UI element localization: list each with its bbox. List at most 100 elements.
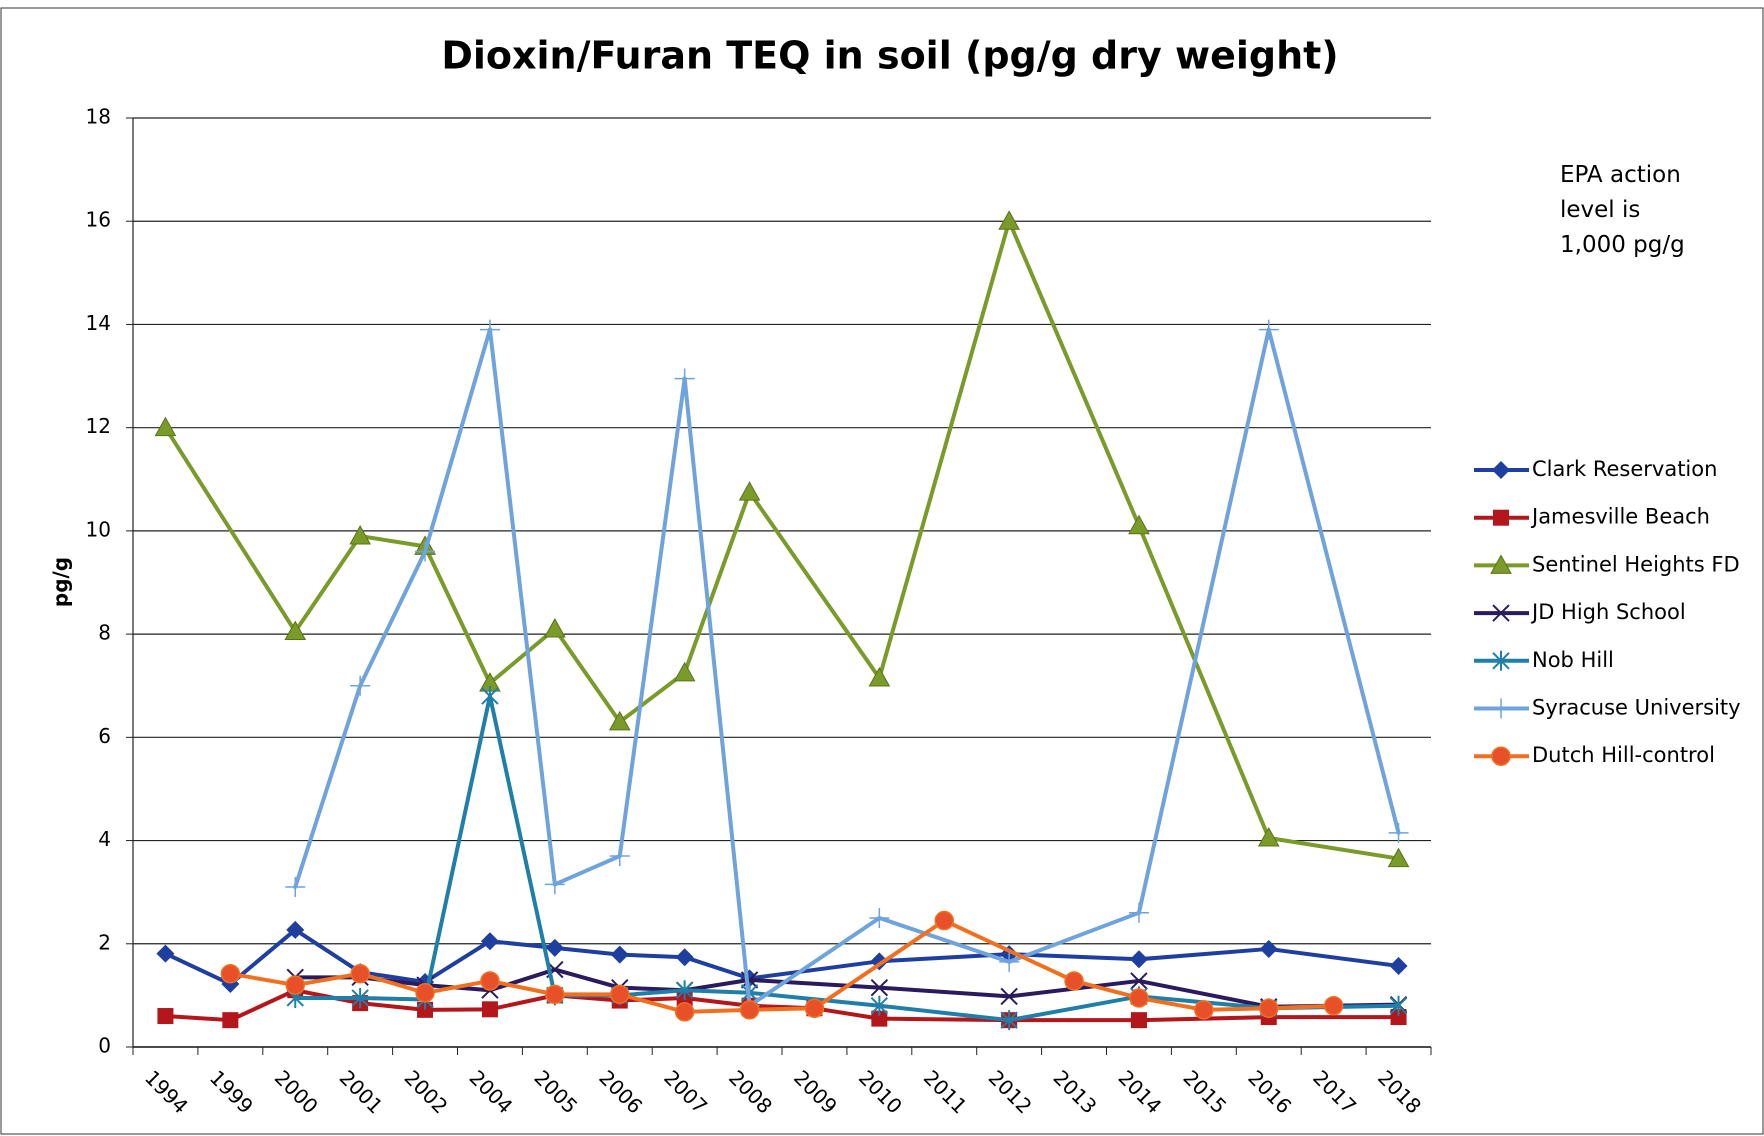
series-line-segment — [617, 670, 687, 724]
marker — [1387, 847, 1410, 868]
x-tick-label: 2004 — [465, 1065, 518, 1118]
series-line-segment — [487, 694, 557, 998]
marker — [1129, 988, 1149, 1008]
legend-label: Jamesville Beach — [1530, 505, 1710, 529]
marker — [415, 541, 436, 562]
series — [154, 210, 1410, 868]
marker — [349, 525, 371, 545]
series-line-segment — [423, 327, 492, 554]
marker — [481, 686, 499, 707]
marker — [1128, 902, 1149, 923]
series-line-segment — [877, 1016, 1012, 1023]
series-line-segment — [1266, 1003, 1336, 1011]
series-line-segment — [423, 544, 492, 686]
marker — [1389, 956, 1408, 975]
marker — [1388, 822, 1409, 843]
series-line-segment — [552, 854, 622, 887]
series-line-segment — [423, 1007, 492, 1012]
y-axis-label: pg/g — [49, 557, 73, 607]
y-tick-label: 8 — [98, 621, 111, 645]
series-line-segment — [1201, 1006, 1271, 1012]
series-line-segment — [682, 995, 752, 1008]
marker — [1128, 514, 1150, 535]
series-line-segment — [617, 376, 687, 859]
legend-label: Clark Reservation — [1532, 457, 1717, 481]
series-line-segment — [877, 915, 1012, 964]
x-tick-label: 2018 — [1373, 1065, 1426, 1118]
series-line-segment — [1266, 946, 1401, 968]
series-line-segment — [163, 1014, 233, 1023]
series-line-segment — [552, 626, 622, 724]
marker — [870, 995, 889, 1016]
marker — [868, 666, 891, 687]
marker — [934, 910, 954, 931]
series-line-segment — [487, 978, 557, 997]
series-line-segment — [487, 626, 557, 686]
series-line-segment — [682, 977, 752, 993]
marker — [871, 1010, 888, 1027]
legend-label: Dutch Hill-control — [1532, 743, 1715, 767]
legend-marker — [1491, 746, 1511, 766]
legend-label: JD High School — [1530, 600, 1686, 624]
series-line-segment — [358, 971, 428, 995]
series-line-segment — [228, 971, 298, 988]
marker — [1130, 972, 1148, 990]
marker — [739, 1000, 760, 1020]
x-tick-label: 2013 — [1049, 1065, 1102, 1118]
series-line-segment — [1072, 978, 1141, 1000]
series-line-segment — [617, 995, 687, 1003]
legend-label: Sentinel Heights FD — [1532, 552, 1740, 576]
series-line-segment — [1007, 219, 1141, 528]
marker — [1000, 1010, 1018, 1031]
series-line-segment — [358, 549, 428, 688]
x-tick-label: 2001 — [335, 1065, 388, 1118]
marker — [998, 210, 1020, 230]
marker — [609, 846, 630, 867]
marker — [869, 907, 890, 928]
legend-marker — [1491, 698, 1511, 719]
series-line-segment — [423, 694, 492, 1002]
series-line-segment — [1136, 327, 1271, 915]
series — [285, 319, 1409, 1016]
series-line-segment — [682, 1007, 752, 1014]
marker — [544, 617, 566, 638]
series-line-segment — [552, 967, 622, 990]
series-line-segment — [293, 683, 363, 890]
marker — [673, 661, 696, 682]
x-tick-label: 2002 — [400, 1065, 453, 1118]
series-line-segment — [747, 1006, 817, 1012]
x-tick-label: 1994 — [140, 1065, 193, 1118]
marker — [870, 978, 889, 997]
series-line-segment — [812, 918, 947, 1011]
marker — [157, 1008, 174, 1025]
marker — [284, 620, 307, 641]
series-line-segment — [1136, 946, 1271, 962]
series-line-segment — [747, 915, 882, 1008]
series-line-segment — [487, 967, 557, 993]
series-line-segment — [358, 534, 428, 549]
marker — [417, 1001, 434, 1018]
series-line-segment — [358, 1001, 428, 1012]
series-line-segment — [1136, 995, 1206, 1012]
series-line-segment — [487, 993, 557, 1012]
series-line-segment — [358, 970, 428, 984]
x-tick-label: 2014 — [1114, 1065, 1167, 1118]
marker — [675, 948, 694, 967]
series-line-segment — [163, 951, 233, 987]
marker — [156, 944, 175, 963]
series-line-segment — [682, 988, 752, 995]
series-line-segment — [1007, 994, 1141, 1023]
marker — [480, 932, 499, 951]
marker — [481, 1001, 498, 1018]
marker — [674, 1002, 695, 1022]
x-tick-label: 2008 — [724, 1065, 777, 1118]
series-line-segment — [1007, 910, 1141, 964]
marker — [674, 368, 695, 389]
marker — [1258, 319, 1279, 340]
series-line-segment — [942, 918, 1077, 983]
legend-marker — [1492, 650, 1510, 671]
series-line-segment — [877, 985, 1012, 999]
marker — [1259, 939, 1278, 958]
y-tick-label: 16 — [86, 208, 111, 232]
